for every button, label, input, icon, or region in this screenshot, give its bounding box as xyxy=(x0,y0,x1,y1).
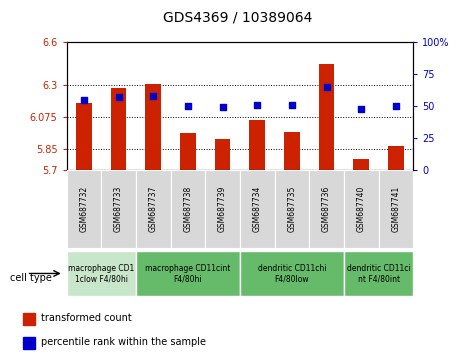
Point xyxy=(184,103,192,109)
Bar xyxy=(379,170,413,248)
Bar xyxy=(171,170,205,248)
Bar xyxy=(136,251,240,296)
Text: macrophage CD11cint
F4/80hi: macrophage CD11cint F4/80hi xyxy=(145,264,230,283)
Point xyxy=(115,95,123,100)
Text: transformed count: transformed count xyxy=(41,313,132,323)
Bar xyxy=(215,139,230,170)
Text: GDS4369 / 10389064: GDS4369 / 10389064 xyxy=(163,11,312,25)
Bar xyxy=(353,159,369,170)
Bar xyxy=(344,170,379,248)
Text: GSM687736: GSM687736 xyxy=(322,185,331,232)
Bar xyxy=(388,146,404,170)
Text: GSM687732: GSM687732 xyxy=(79,186,88,232)
Point xyxy=(254,102,261,108)
Bar xyxy=(284,132,300,170)
Text: GSM687737: GSM687737 xyxy=(149,185,158,232)
Bar xyxy=(136,170,171,248)
Bar xyxy=(145,84,161,170)
Text: GSM687738: GSM687738 xyxy=(183,186,192,232)
Point xyxy=(323,84,331,90)
Bar xyxy=(319,64,334,170)
Bar xyxy=(76,103,92,170)
Bar xyxy=(66,170,101,248)
Text: dendritic CD11chi
F4/80low: dendritic CD11chi F4/80low xyxy=(257,264,326,283)
Bar xyxy=(240,170,275,248)
Point xyxy=(218,105,227,110)
Bar xyxy=(240,251,344,296)
Text: GSM687740: GSM687740 xyxy=(357,185,366,232)
Point xyxy=(80,97,88,103)
Text: GSM687735: GSM687735 xyxy=(287,185,296,232)
Bar xyxy=(66,251,136,296)
Point xyxy=(149,93,157,99)
Bar xyxy=(23,337,35,349)
Text: dendritic CD11ci
nt F4/80int: dendritic CD11ci nt F4/80int xyxy=(347,264,410,283)
Point xyxy=(358,106,365,112)
Text: percentile rank within the sample: percentile rank within the sample xyxy=(41,337,207,347)
Point xyxy=(288,102,295,108)
Bar xyxy=(309,170,344,248)
Text: GSM687739: GSM687739 xyxy=(218,185,227,232)
Bar xyxy=(275,170,309,248)
Bar xyxy=(23,313,35,325)
Text: macrophage CD1
1clow F4/80hi: macrophage CD1 1clow F4/80hi xyxy=(68,264,134,283)
Text: GSM687734: GSM687734 xyxy=(253,185,262,232)
Bar xyxy=(249,120,265,170)
Bar xyxy=(180,133,196,170)
Text: GSM687733: GSM687733 xyxy=(114,185,123,232)
Bar xyxy=(205,170,240,248)
Point xyxy=(392,103,400,109)
Bar xyxy=(101,170,136,248)
Bar xyxy=(344,251,413,296)
Bar xyxy=(111,88,126,170)
Text: GSM687741: GSM687741 xyxy=(391,186,400,232)
Text: cell type: cell type xyxy=(10,273,51,283)
